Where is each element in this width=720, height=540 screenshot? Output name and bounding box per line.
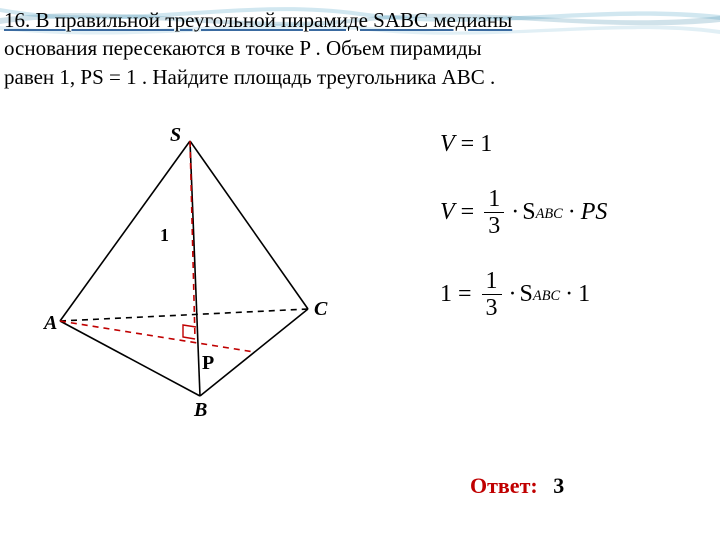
eq3-eq: = — [458, 281, 472, 308]
answer-label: Ответ: — [470, 473, 538, 498]
label-b: B — [193, 399, 207, 421]
eq3-tail: 1 — [578, 281, 590, 308]
eq2-eq: = — [461, 199, 475, 226]
eq2-lhs: V — [440, 199, 455, 226]
eq3-num: 1 — [482, 268, 502, 295]
eq3-sub: ABC — [533, 288, 560, 305]
eq1-rhs: 1 — [480, 131, 492, 158]
eq1-eq: = — [461, 131, 475, 158]
answer-block: Ответ: 3 — [470, 473, 564, 499]
label-a: A — [42, 312, 57, 334]
eq2-tail: PS — [581, 199, 608, 226]
eq2-num: 1 — [484, 186, 504, 213]
edge-sa — [60, 141, 190, 321]
eq3-lhs: 1 — [440, 281, 452, 308]
label-p: P — [202, 352, 214, 374]
edge-bc — [200, 309, 308, 396]
answer-value: 3 — [553, 473, 564, 498]
label-c: C — [314, 298, 328, 320]
eq2-sub: ABC — [536, 206, 563, 223]
eq2-fraction: 1 3 — [484, 186, 504, 240]
problem-line-3: равен 1, PS = 1 . Найдите площадь треуго… — [4, 65, 495, 89]
eq2-dot2: · — [568, 199, 576, 226]
eq1-lhs: V — [440, 131, 455, 158]
label-s: S — [170, 124, 181, 146]
eq2-dot1: · — [511, 199, 519, 226]
eq3-s: S — [520, 281, 533, 308]
eq2-s: S — [522, 199, 535, 226]
equation-3: 1 = 1 3 · SABC · 1 — [440, 268, 607, 322]
eq3-fraction: 1 3 — [482, 268, 502, 322]
problem-statement: 16. В правильной треугольной пирамиде SA… — [0, 0, 720, 91]
problem-line-1: 16. В правильной треугольной пирамиде SA… — [4, 8, 512, 32]
equation-1: V = 1 — [440, 131, 607, 158]
eq3-den: 3 — [482, 295, 502, 321]
equations-block: V = 1 V = 1 3 · SABC · PS 1 = 1 3 · SABC… — [440, 131, 607, 350]
eq3-dot1: · — [509, 281, 517, 308]
pyramid-diagram: S A B C P 1 — [40, 121, 340, 421]
equation-2: V = 1 3 · SABC · PS — [440, 186, 607, 240]
edge-sc — [190, 141, 308, 309]
label-edge-sp: 1 — [160, 225, 169, 245]
eq3-dot2: · — [565, 281, 573, 308]
problem-line-2: основания пересекаются в точке P . Объем… — [4, 36, 482, 60]
eq2-den: 3 — [484, 213, 504, 239]
edge-ac — [60, 309, 308, 321]
content-area: S A B C P 1 V = 1 V = 1 3 · SABC · PS 1 … — [0, 91, 720, 511]
